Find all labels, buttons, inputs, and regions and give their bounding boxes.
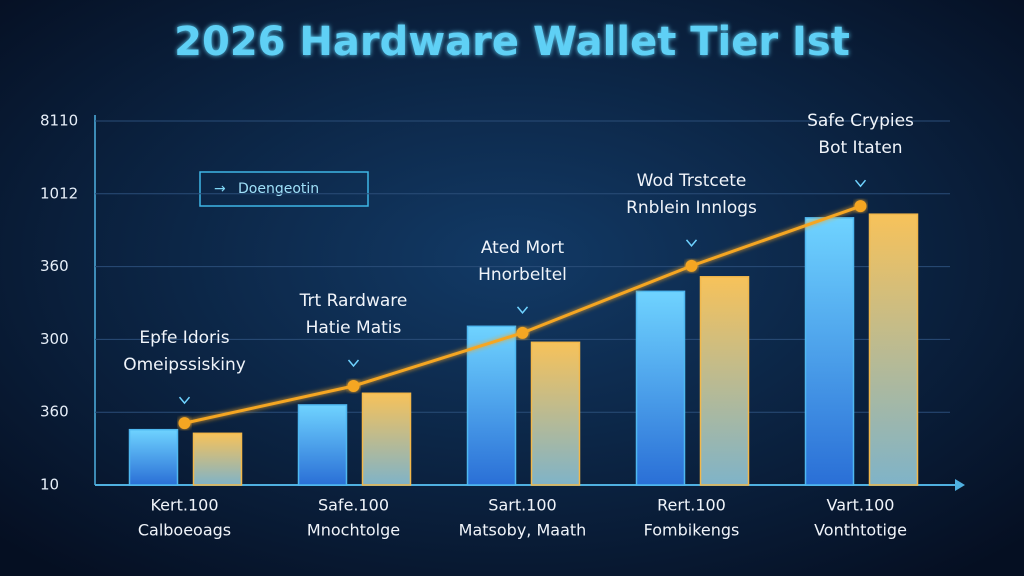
annotation: Hatie Matis — [306, 318, 402, 338]
annotation: Wod Trstcete — [637, 171, 747, 191]
annotation-pointer — [854, 179, 867, 188]
bar — [868, 213, 919, 486]
annotation: Trt Rardware — [299, 291, 408, 311]
callout-text: Doengeotin — [238, 181, 319, 197]
bar — [699, 276, 750, 486]
bar — [466, 325, 517, 486]
x-tick-caption: Fombikengs — [644, 521, 740, 540]
trend-point — [685, 259, 698, 272]
annotation: Bot Itaten — [818, 138, 902, 158]
bar — [635, 290, 686, 486]
annotation: Omeipssiskiny — [123, 355, 246, 375]
annotation-pointer — [347, 359, 360, 368]
y-tick-label: 1012 — [40, 184, 78, 202]
annotation: Ated Mort — [481, 238, 565, 258]
y-tick-label: 10 — [40, 476, 59, 494]
x-tick-caption: Mnochtolge — [307, 521, 400, 540]
y-tick-label: 360 — [40, 257, 69, 275]
x-tick-label: Sart.100 — [488, 496, 556, 515]
annotation: Hnorbeltel — [478, 265, 567, 285]
x-tick-caption: Vonthtotige — [814, 521, 907, 540]
chart-title: 2026 Hardware Wallet Tier Ist — [174, 19, 850, 65]
callout-arrow: → — [214, 181, 226, 197]
trend-point — [854, 200, 867, 213]
x-axis-arrow — [955, 479, 965, 491]
bar — [192, 432, 243, 486]
trend-point — [516, 326, 529, 339]
bar — [297, 404, 348, 486]
annotation: Safe Crypies — [807, 111, 914, 131]
x-tick-label: Kert.100 — [150, 496, 218, 515]
bar — [361, 392, 412, 486]
trend-point — [178, 417, 191, 430]
x-tick-caption: Calboeoags — [138, 521, 231, 540]
y-tick-label: 8110 — [40, 112, 78, 130]
callout-box — [199, 171, 369, 207]
annotation-pointer — [178, 396, 191, 405]
trend-point — [347, 379, 360, 392]
y-tick-label: 360 — [40, 403, 69, 421]
annotation: Rnblein Innlogs — [626, 198, 757, 218]
bar — [530, 341, 581, 486]
bar — [804, 217, 855, 486]
x-tick-label: Vart.100 — [827, 496, 895, 515]
y-tick-label: 300 — [40, 330, 69, 348]
annotation-pointer — [516, 306, 529, 315]
x-tick-label: Rert.100 — [657, 496, 726, 515]
bar — [128, 428, 179, 486]
x-tick-label: Safe.100 — [318, 496, 389, 515]
annotation-pointer — [685, 239, 698, 248]
x-tick-caption: Matsoby, Maath — [459, 521, 587, 540]
annotation: Epfe Idoris — [139, 328, 229, 348]
